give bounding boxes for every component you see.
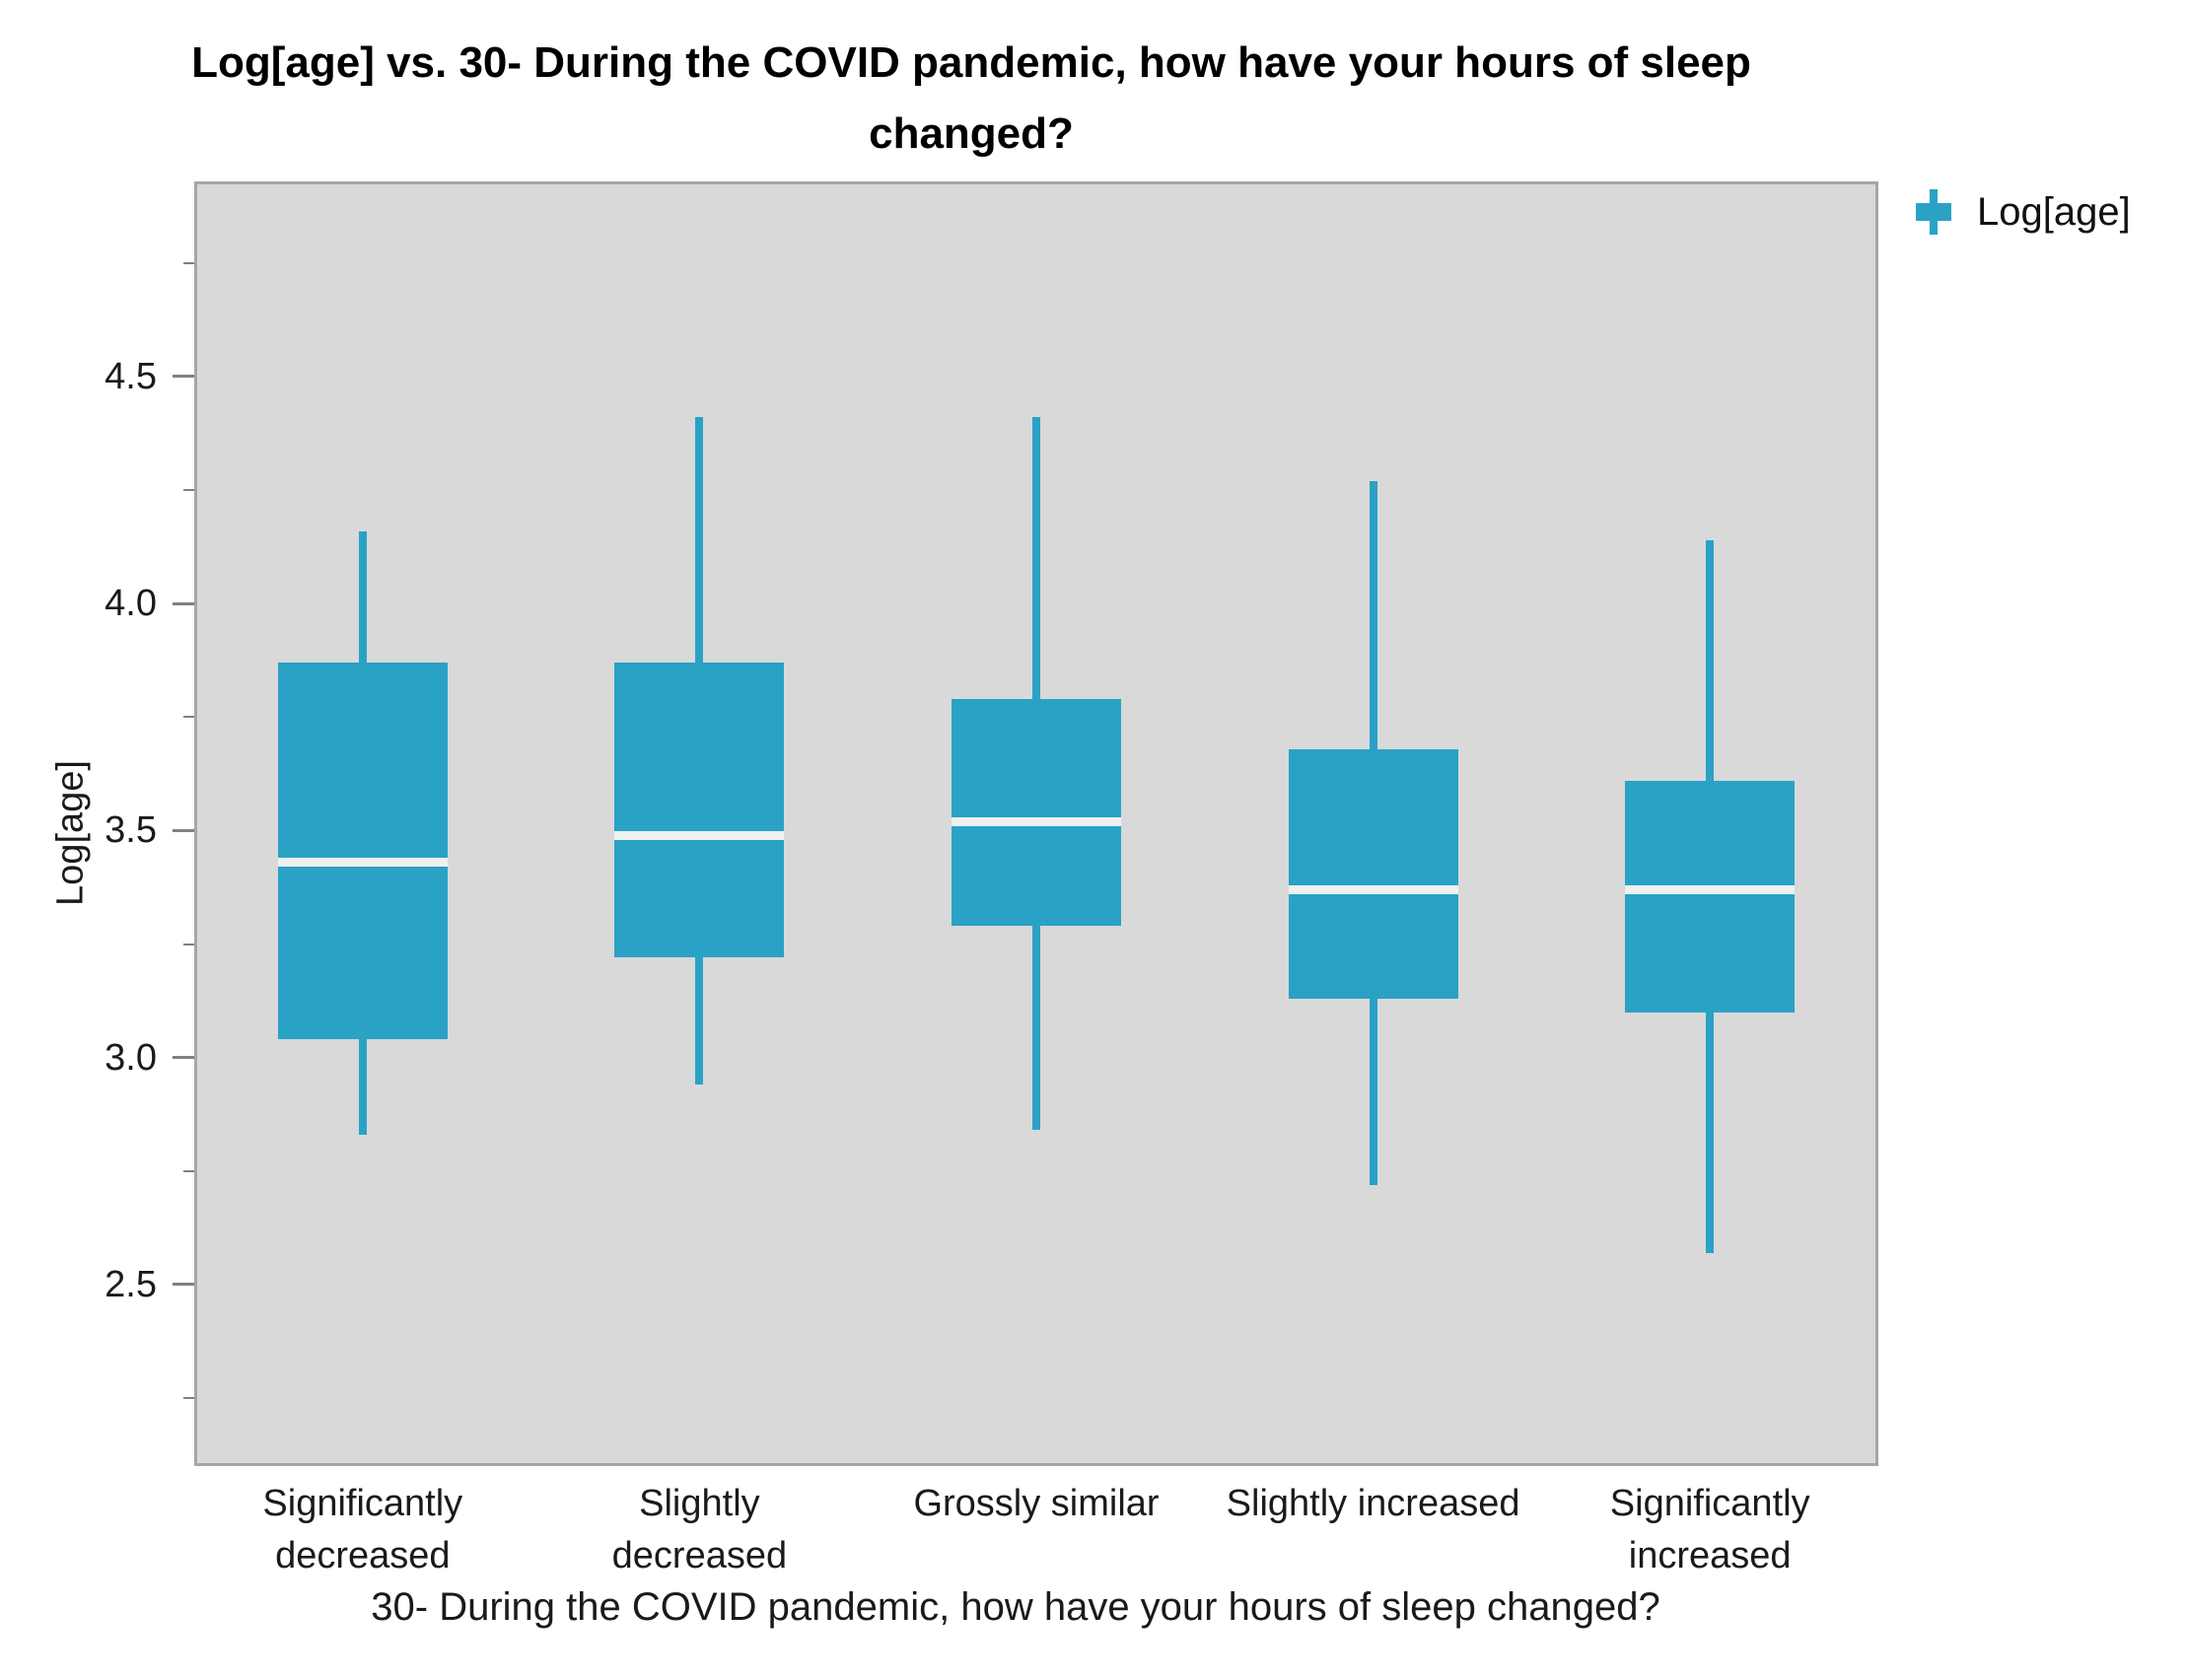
x-category-label-line: decreased (611, 1535, 788, 1576)
x-axis-title: 30- During the COVID pandemic, how have … (371, 1585, 1660, 1629)
x-category-label-line: Significantly (1609, 1483, 1810, 1524)
whisker-upper (358, 530, 367, 664)
x-category-label-line: Significantly (262, 1483, 463, 1524)
y-tick-label: 3.0 (105, 1036, 157, 1079)
whisker-lower (1369, 998, 1377, 1185)
x-category-label: Significantly decreased (151, 1478, 575, 1582)
x-category-label: Significantly increased (1498, 1478, 1922, 1582)
x-category-label: Slightly increased (1162, 1478, 1586, 1530)
box-iqr (1625, 780, 1796, 1013)
legend-icon-box (1916, 203, 1951, 221)
y-tick-label: 2.5 (105, 1263, 157, 1305)
whisker-upper (1032, 417, 1040, 699)
x-category-label-line: Slightly increased (1226, 1483, 1520, 1524)
whisker-lower (1032, 926, 1040, 1131)
box-iqr (952, 698, 1121, 927)
x-category-label-line: increased (1628, 1535, 1792, 1576)
median-line (952, 816, 1121, 826)
x-category-label: Grossly similar (824, 1478, 1248, 1530)
chart-title-line2: changed? (869, 109, 1074, 158)
y-major-tick (173, 1283, 194, 1287)
y-tick-label: 4.5 (105, 355, 157, 397)
whisker-lower (1706, 1012, 1715, 1253)
box-iqr (1288, 748, 1458, 999)
y-major-tick (173, 601, 194, 605)
y-minor-tick (183, 489, 194, 492)
whisker-lower (695, 957, 704, 1085)
x-category-label-line: Grossly similar (913, 1483, 1160, 1524)
y-minor-tick (183, 1396, 194, 1399)
chart-title-line1: Log[age] vs. 30- During the COVID pandem… (191, 38, 1751, 87)
y-minor-tick (183, 716, 194, 719)
box-iqr (277, 663, 448, 1040)
y-major-tick (173, 375, 194, 379)
x-category-label-line: decreased (275, 1535, 451, 1576)
median-line (1625, 884, 1796, 894)
legend: Log[age] (1916, 189, 2131, 235)
legend-label: Log[age] (1977, 189, 2131, 234)
whisker-upper (1369, 480, 1377, 749)
box-iqr (614, 663, 785, 958)
y-minor-tick (183, 943, 194, 945)
boxplot-legend-icon (1916, 189, 1951, 235)
median-line (277, 858, 448, 868)
y-tick-label: 4.0 (105, 583, 157, 625)
y-major-tick (173, 1056, 194, 1060)
y-minor-tick (183, 261, 194, 264)
y-tick-label: 3.5 (105, 809, 157, 852)
whisker-upper (695, 417, 704, 664)
median-line (1288, 884, 1458, 894)
whisker-lower (358, 1039, 367, 1135)
y-major-tick (173, 828, 194, 832)
x-category-label: Slightly decreased (487, 1478, 911, 1582)
whisker-upper (1706, 539, 1715, 781)
chart-title: Log[age] vs. 30- During the COVID pandem… (0, 28, 1942, 170)
median-line (614, 830, 785, 840)
x-category-label-line: Slightly (639, 1483, 760, 1524)
y-minor-tick (183, 1169, 194, 1172)
